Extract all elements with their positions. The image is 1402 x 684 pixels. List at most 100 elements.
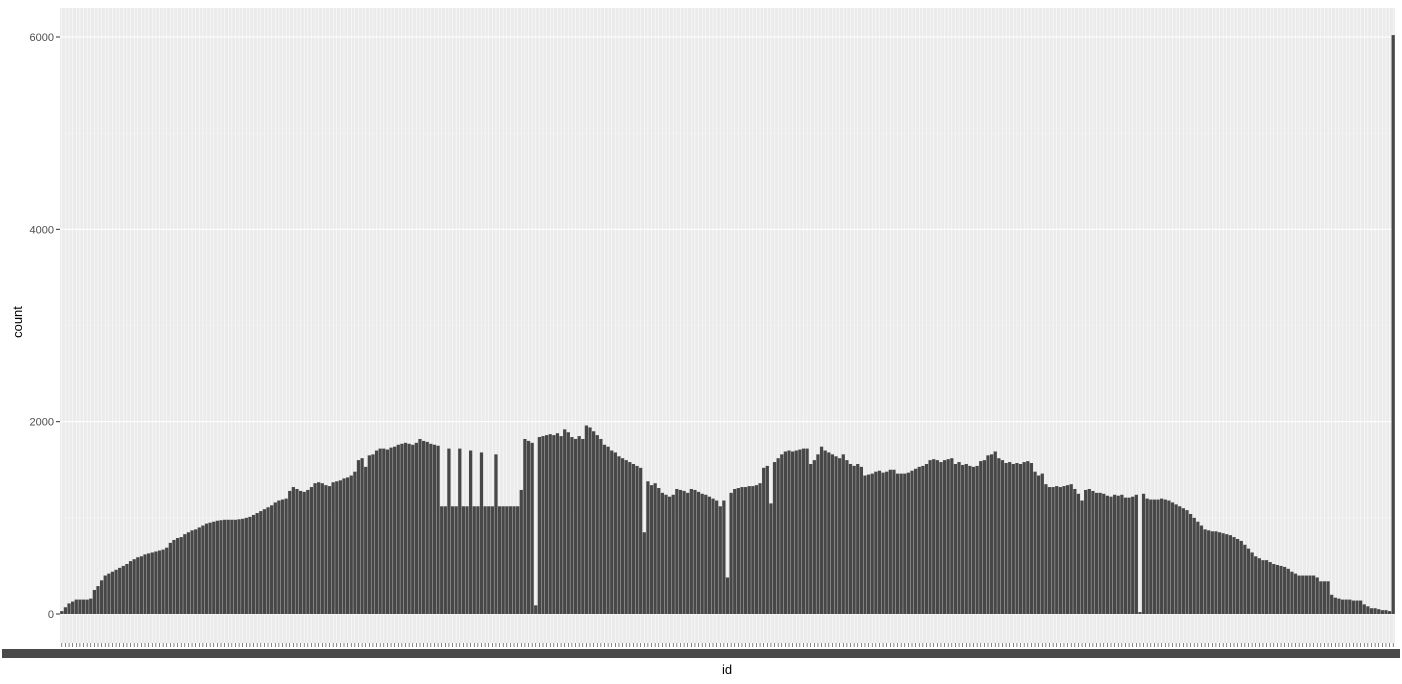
bar — [555, 433, 560, 614]
bar — [487, 506, 491, 614]
bar — [519, 489, 523, 614]
bar — [823, 450, 827, 614]
bar — [403, 442, 408, 614]
bar — [1094, 492, 1099, 614]
bar — [530, 442, 534, 614]
bar — [345, 477, 350, 614]
bar — [895, 473, 900, 614]
bar — [950, 458, 954, 614]
bar — [812, 460, 816, 614]
bar — [1301, 575, 1305, 614]
bar — [975, 465, 979, 614]
bar — [848, 463, 853, 614]
bar — [1373, 608, 1377, 614]
bar — [1290, 571, 1294, 614]
bar — [1091, 490, 1095, 614]
bar — [910, 470, 914, 614]
bar — [780, 454, 784, 614]
bar — [1058, 487, 1062, 614]
bar — [425, 441, 429, 614]
bar — [1387, 611, 1392, 614]
bar — [1192, 517, 1196, 614]
bar — [1055, 486, 1059, 614]
bar — [617, 456, 621, 614]
bar — [874, 471, 878, 614]
bar — [790, 451, 795, 614]
bar — [982, 460, 986, 614]
bar — [801, 448, 806, 614]
bar — [664, 494, 668, 614]
bar — [1152, 499, 1157, 614]
bar — [573, 438, 578, 614]
bar — [653, 483, 657, 614]
bar — [971, 466, 976, 614]
bar — [1199, 525, 1204, 614]
bar — [1127, 497, 1131, 614]
bar — [121, 565, 125, 614]
bar — [1000, 460, 1005, 614]
bar — [204, 523, 209, 614]
bar — [667, 496, 672, 614]
bar — [212, 521, 216, 614]
bar — [118, 567, 122, 614]
bar — [436, 445, 440, 614]
bar — [870, 473, 874, 614]
bar — [1178, 506, 1182, 614]
bar — [1102, 493, 1106, 614]
bar — [241, 518, 245, 614]
bar — [469, 450, 473, 614]
bar — [476, 506, 480, 614]
bar — [686, 492, 690, 614]
bar — [215, 520, 220, 614]
bar — [411, 444, 415, 614]
bar — [747, 486, 751, 614]
bar — [99, 580, 104, 614]
bar — [1080, 500, 1084, 614]
bar — [1196, 521, 1200, 614]
bar — [320, 483, 324, 614]
bar — [646, 481, 650, 614]
bar — [1207, 530, 1211, 614]
bar — [139, 556, 144, 614]
bar — [1337, 598, 1341, 614]
bar — [639, 467, 643, 614]
bar — [288, 490, 292, 614]
bar — [147, 553, 151, 614]
bar — [924, 463, 929, 614]
bar — [237, 519, 241, 614]
bar — [497, 506, 502, 614]
bar — [711, 498, 715, 614]
bar — [1087, 488, 1091, 614]
bar — [946, 459, 950, 614]
y-axis-title: count — [10, 306, 25, 338]
bar — [385, 449, 390, 614]
bar — [649, 485, 654, 614]
bar — [1062, 486, 1066, 614]
bar — [1084, 489, 1088, 614]
bar — [1261, 560, 1265, 614]
bar — [1069, 484, 1073, 614]
bar — [60, 611, 64, 614]
bar — [700, 493, 704, 614]
bar — [1065, 485, 1070, 614]
bar — [331, 482, 335, 614]
bar — [903, 473, 907, 614]
bar — [1018, 463, 1023, 614]
bar — [1228, 535, 1233, 614]
bar — [67, 603, 71, 614]
bar — [172, 539, 176, 614]
bar — [1047, 487, 1052, 614]
bar — [255, 513, 259, 614]
bar — [259, 511, 263, 614]
bar — [772, 462, 777, 614]
bar — [592, 431, 596, 614]
bar — [1029, 463, 1034, 614]
bar — [1377, 609, 1381, 614]
bar — [150, 552, 154, 614]
bar — [1033, 471, 1037, 614]
bar — [248, 516, 252, 614]
bar — [809, 463, 813, 614]
bar — [523, 438, 527, 614]
bar — [1355, 600, 1359, 614]
bar — [1348, 599, 1352, 614]
